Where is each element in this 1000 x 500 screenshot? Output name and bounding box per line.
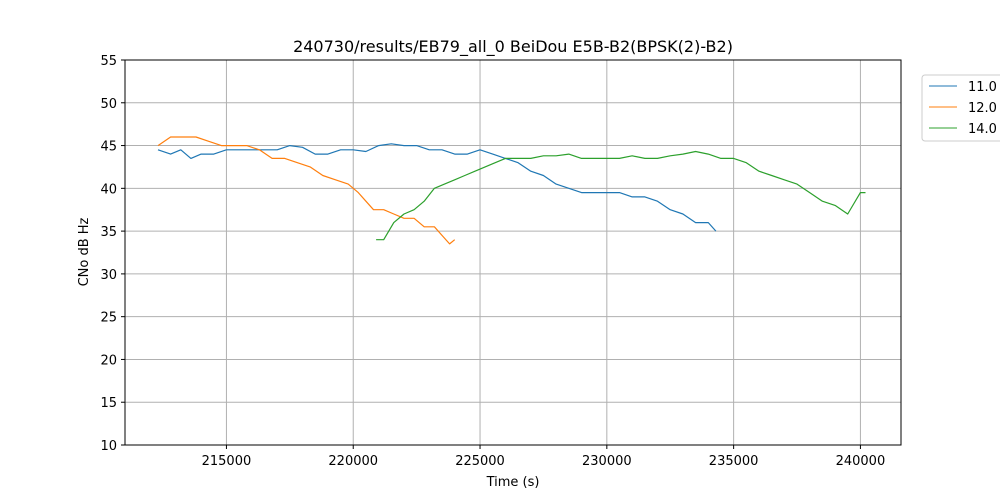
plot-area-frame [124, 59, 902, 446]
x-axis-title: Time (s) [486, 475, 540, 490]
x-tick-label: 235000 [709, 454, 759, 469]
axis-ticks: 215000 220000 225000 230000 235000 240000 10 15… [100, 54, 885, 469]
y-tick-label: 45 [100, 140, 117, 155]
y-tick-label: 35 [100, 225, 117, 240]
grid-lines [125, 59, 901, 446]
series-lines [157, 136, 866, 245]
series-line-14.0 [376, 150, 866, 241]
y-tick-label: 55 [100, 54, 117, 69]
chart-title: 240730/results/EB79_all_0 BeiDou E5B-B2(… [293, 37, 733, 57]
legend: 11.0 12.0 14.0 [921, 74, 1000, 142]
series-line-12.0 [157, 136, 456, 245]
series-line-11.0 [157, 143, 717, 232]
y-tick-label: 40 [100, 182, 117, 197]
legend-label: 12.0 [968, 101, 997, 116]
x-tick-label: 230000 [582, 454, 632, 469]
y-tick-label: 25 [100, 311, 117, 326]
x-tick-label: 240000 [836, 454, 886, 469]
y-tick-label: 15 [100, 396, 117, 411]
legend-label: 11.0 [968, 80, 997, 95]
legend-box [921, 74, 1000, 142]
legend-label: 14.0 [968, 122, 997, 137]
y-tick-label: 30 [100, 268, 117, 283]
x-tick-label: 215000 [202, 454, 252, 469]
x-tick-label: 220000 [328, 454, 378, 469]
x-tick-label: 225000 [455, 454, 505, 469]
y-axis-title: CNo dB Hz [77, 217, 92, 286]
y-tick-label: 20 [100, 353, 117, 368]
y-tick-label: 50 [100, 97, 117, 112]
y-tick-label: 10 [100, 439, 117, 454]
